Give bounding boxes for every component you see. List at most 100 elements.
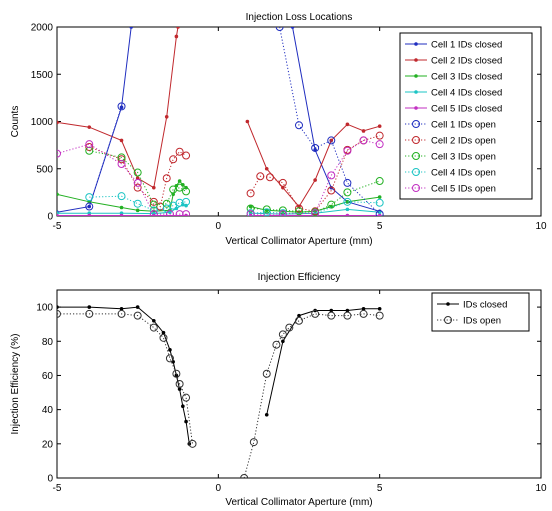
legend-label: Cell 4 IDs closed bbox=[431, 88, 502, 99]
data-point bbox=[327, 200, 336, 209]
data-point bbox=[240, 474, 249, 478]
data-point bbox=[149, 197, 158, 206]
data-point bbox=[377, 195, 382, 199]
data-point bbox=[57, 149, 61, 158]
data-point bbox=[375, 311, 384, 320]
legend-marker bbox=[444, 316, 452, 324]
data-point bbox=[119, 307, 124, 311]
data-point bbox=[377, 307, 382, 311]
data-point bbox=[311, 309, 320, 318]
data-point bbox=[165, 210, 174, 216]
data-point bbox=[164, 114, 169, 119]
data-point bbox=[377, 213, 382, 216]
data-point bbox=[182, 393, 191, 402]
legend-marker bbox=[414, 58, 418, 62]
data-point bbox=[262, 205, 271, 214]
data-point bbox=[188, 439, 197, 448]
series-line bbox=[57, 27, 132, 213]
x-axis-label: Vertical Collimator Aperture (mm) bbox=[225, 236, 372, 247]
data-point bbox=[295, 316, 303, 325]
series-line bbox=[246, 121, 380, 208]
data-point bbox=[375, 198, 384, 207]
legend: IDs closed IDs open bbox=[431, 292, 530, 332]
data-point bbox=[165, 354, 174, 363]
series-line bbox=[89, 146, 187, 208]
x-tick-label: 5 bbox=[377, 483, 383, 494]
data-point bbox=[175, 380, 184, 388]
data-point bbox=[295, 121, 303, 130]
data-point bbox=[295, 207, 303, 216]
data-point bbox=[311, 143, 320, 152]
data-point bbox=[174, 373, 179, 378]
data-point bbox=[87, 125, 92, 129]
data-point bbox=[343, 178, 352, 187]
data-point bbox=[361, 129, 366, 133]
data-area bbox=[57, 27, 384, 216]
legend-label: Cell 3 IDs closed bbox=[431, 72, 502, 83]
data-point bbox=[152, 185, 156, 190]
series-3 bbox=[57, 179, 382, 215]
data-point bbox=[117, 160, 126, 169]
series-7 bbox=[85, 131, 384, 216]
legend-label: Cell 3 IDs open bbox=[431, 152, 496, 163]
series-1 bbox=[57, 305, 382, 446]
data-point bbox=[278, 210, 287, 216]
data-point bbox=[181, 183, 185, 187]
y-tick-label: 60 bbox=[42, 371, 54, 382]
plot-frame bbox=[56, 289, 542, 479]
series-line bbox=[250, 139, 380, 215]
data-point bbox=[343, 146, 352, 155]
legend-label: Cell 5 IDs open bbox=[431, 184, 496, 195]
legend-marker bbox=[412, 168, 420, 176]
data-point bbox=[149, 200, 158, 209]
series-6 bbox=[85, 27, 384, 216]
data-point bbox=[311, 209, 320, 216]
data-point bbox=[57, 305, 59, 309]
legend-marker bbox=[414, 90, 418, 94]
data-point bbox=[182, 187, 191, 196]
data-point bbox=[176, 27, 180, 29]
data-point bbox=[345, 122, 350, 127]
x-tick-label: 10 bbox=[535, 483, 547, 494]
data-point bbox=[248, 204, 253, 209]
data-point bbox=[85, 202, 94, 211]
data-point bbox=[181, 404, 185, 409]
data-point bbox=[57, 309, 61, 318]
data-point bbox=[345, 308, 350, 313]
data-point bbox=[245, 119, 250, 124]
x-tick-label: 10 bbox=[535, 221, 547, 232]
data-point bbox=[117, 309, 126, 318]
data-point bbox=[149, 323, 158, 332]
data-point bbox=[149, 210, 158, 216]
data-point bbox=[290, 27, 295, 29]
data-point bbox=[256, 172, 265, 181]
data-point bbox=[133, 199, 142, 208]
legend-marker bbox=[412, 136, 420, 144]
data-point bbox=[177, 179, 182, 183]
data-point bbox=[135, 305, 140, 309]
data-point bbox=[159, 333, 168, 342]
data-point bbox=[182, 151, 191, 160]
x-tick-label: 0 bbox=[216, 221, 222, 232]
data-point bbox=[172, 369, 181, 378]
series-line bbox=[292, 27, 380, 212]
data-point bbox=[345, 213, 350, 216]
data-point bbox=[87, 213, 92, 216]
chart-title: Injection Efficiency bbox=[258, 272, 341, 283]
data-point bbox=[246, 210, 255, 216]
legend-label: IDs closed bbox=[463, 300, 507, 311]
series-1 bbox=[57, 27, 382, 215]
y-tick-label: 1000 bbox=[31, 117, 54, 128]
series-10 bbox=[57, 136, 384, 216]
data-point bbox=[152, 318, 156, 323]
series-line bbox=[89, 195, 187, 211]
data-point bbox=[184, 419, 188, 424]
data-point bbox=[162, 174, 171, 183]
data-point bbox=[133, 168, 142, 177]
data-point bbox=[313, 178, 317, 182]
data-point bbox=[345, 207, 350, 212]
data-point bbox=[177, 387, 182, 391]
data-point bbox=[133, 311, 142, 320]
